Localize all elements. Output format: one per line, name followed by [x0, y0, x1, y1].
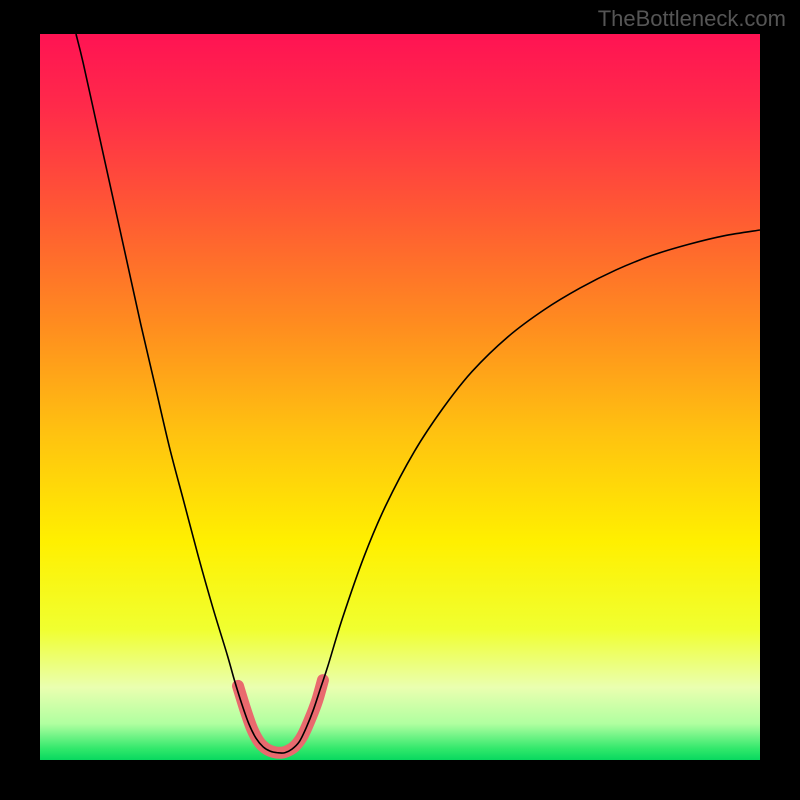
chart-svg: [0, 0, 800, 800]
plot-background-gradient: [40, 34, 760, 760]
watermark-text: TheBottleneck.com: [598, 6, 786, 32]
chart-stage: TheBottleneck.com: [0, 0, 800, 800]
